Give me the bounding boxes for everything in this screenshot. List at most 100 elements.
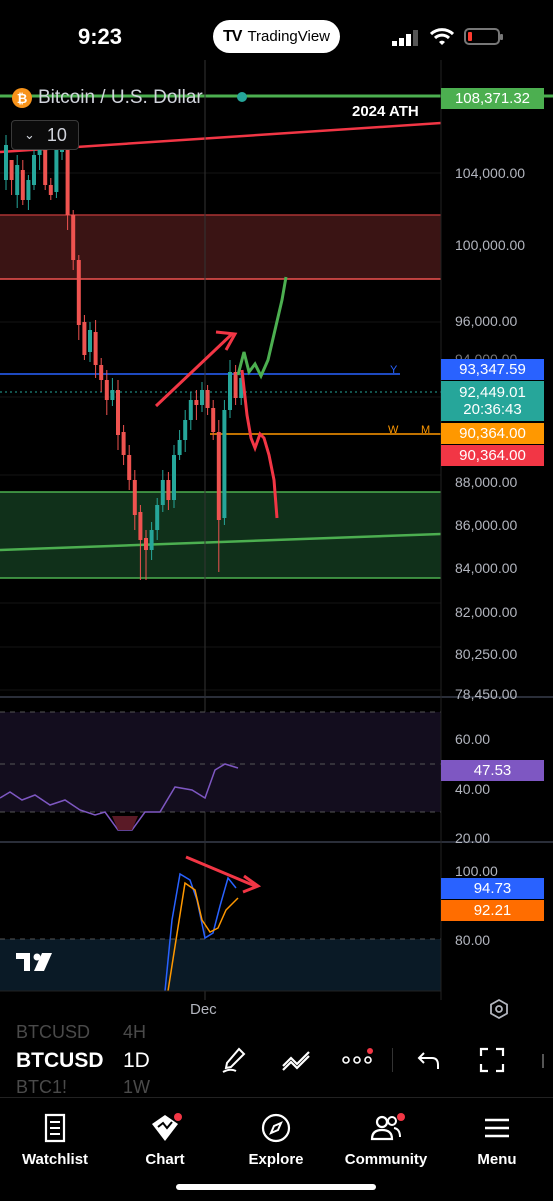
tab-bar: Watchlist Chart Explore Community Menu bbox=[0, 1097, 553, 1201]
fullscreen-icon[interactable] bbox=[476, 1044, 508, 1076]
candle-body bbox=[228, 372, 232, 410]
interval-selector[interactable]: ⌄ 10 bbox=[11, 120, 79, 150]
bearish-path-drawing[interactable] bbox=[240, 369, 279, 519]
candle-body bbox=[188, 400, 193, 420]
tab-menu[interactable]: Menu bbox=[442, 1098, 552, 1168]
rsi-oversold-fill bbox=[112, 816, 138, 830]
axis-tick-1: 104,000.00 bbox=[455, 165, 526, 181]
interval-value: 10 bbox=[46, 124, 67, 145]
symbol-header[interactable]: ₿ Bitcoin / U.S. Dollar bbox=[12, 87, 203, 109]
countdown-value: 20:36:43 bbox=[463, 401, 522, 418]
candle-body bbox=[211, 408, 216, 432]
candle-body bbox=[93, 332, 98, 365]
rsi-band bbox=[0, 712, 441, 812]
toolbar-symbol[interactable]: BTCUSD bbox=[16, 1049, 104, 1072]
candle-body bbox=[121, 432, 126, 455]
date-axis-label: Dec bbox=[190, 1001, 217, 1018]
candle-body bbox=[194, 400, 199, 405]
candle-body bbox=[82, 322, 87, 355]
tab-chart[interactable]: Chart bbox=[110, 1098, 220, 1168]
candle-body bbox=[88, 330, 92, 352]
axis-tick-10: 78,450.00 bbox=[455, 686, 518, 702]
stoch-k-label: 94.73 bbox=[441, 878, 544, 899]
tradingview-pill[interactable]: TV TradingView bbox=[213, 20, 340, 53]
tab-chart-label: Chart bbox=[145, 1151, 185, 1168]
settings-hexagon-icon[interactable] bbox=[488, 998, 510, 1020]
chart-icon bbox=[150, 1111, 182, 1145]
chevron-down-icon: ⌄ bbox=[24, 127, 35, 142]
level-m-price-label: 90,364.00 bbox=[441, 445, 544, 466]
bullish-path-drawing[interactable] bbox=[236, 276, 288, 380]
more-tools-badge bbox=[367, 1048, 373, 1054]
candle-body bbox=[76, 260, 81, 325]
tradingview-logo-icon: TV bbox=[223, 27, 242, 45]
symbol-name: Bitcoin / U.S. Dollar bbox=[38, 87, 203, 108]
candle-body bbox=[166, 480, 171, 500]
candle-body bbox=[26, 180, 31, 200]
ghost-symbol-below: BTC1! bbox=[16, 1077, 68, 1097]
axis-tick-6: 86,000.00 bbox=[455, 517, 518, 533]
candle-body bbox=[15, 165, 20, 195]
trendline-tool-icon[interactable] bbox=[280, 1044, 312, 1076]
ath-annotation[interactable]: 2024 ATH bbox=[352, 103, 419, 120]
candle-body bbox=[43, 140, 48, 185]
status-time: 9:23 bbox=[78, 24, 123, 49]
pen-tool-icon[interactable] bbox=[218, 1044, 250, 1076]
candle-body bbox=[216, 432, 221, 520]
tab-explore-label: Explore bbox=[248, 1151, 304, 1168]
drawn-up-arrow-head bbox=[215, 330, 238, 351]
drawn-stoch-arrow[interactable] bbox=[185, 855, 256, 888]
candle-body bbox=[222, 410, 227, 518]
candle-body bbox=[233, 372, 238, 398]
tab-explore[interactable]: Explore bbox=[221, 1098, 331, 1168]
candle-body bbox=[110, 390, 115, 400]
candle-body bbox=[71, 215, 76, 260]
candle-body bbox=[116, 390, 120, 435]
axis-tick-3: 96,000.00 bbox=[455, 313, 518, 329]
last-price-value: 92,449.01 bbox=[459, 384, 526, 401]
candle-body bbox=[172, 455, 176, 500]
resistance-zone bbox=[0, 215, 441, 279]
toolbar-overflow-hint bbox=[542, 1054, 553, 1068]
candle-body bbox=[65, 140, 70, 215]
candle-body bbox=[32, 155, 36, 185]
stoch-axis-80: 80.00 bbox=[455, 932, 491, 948]
undo-icon[interactable] bbox=[413, 1044, 445, 1076]
rsi-axis-40: 40.00 bbox=[455, 781, 491, 797]
watchlist-icon bbox=[43, 1111, 67, 1145]
bitcoin-icon: ₿ bbox=[12, 88, 32, 108]
candle-body bbox=[20, 170, 25, 200]
drawn-up-arrow[interactable] bbox=[154, 332, 234, 408]
candle-body bbox=[54, 150, 59, 192]
level-y-tag: Y bbox=[390, 364, 398, 376]
tab-watchlist[interactable]: Watchlist bbox=[0, 1098, 110, 1168]
rsi-value-label: 47.53 bbox=[441, 760, 544, 781]
candle-body bbox=[138, 512, 143, 540]
tab-community[interactable]: Community bbox=[331, 1098, 441, 1168]
battery-icon bbox=[464, 28, 503, 45]
home-indicator bbox=[176, 1184, 376, 1190]
tab-menu-label: Menu bbox=[477, 1151, 517, 1168]
ghost-symbol-above: BTCUSD bbox=[16, 1022, 91, 1042]
tab-watchlist-label: Watchlist bbox=[21, 1151, 89, 1168]
candle-body bbox=[200, 390, 204, 405]
toolbar-timeframe[interactable]: 1D bbox=[123, 1049, 150, 1072]
menu-icon bbox=[484, 1111, 510, 1145]
candle-body bbox=[104, 380, 109, 400]
stoch-d-label: 92.21 bbox=[441, 900, 544, 921]
rsi-axis-60: 60.00 bbox=[455, 731, 491, 747]
axis-tick-7: 84,000.00 bbox=[455, 560, 518, 576]
tradingview-watermark-icon bbox=[16, 953, 52, 971]
axis-tick-2: 100,000.00 bbox=[455, 237, 526, 253]
level-m-tag: M bbox=[421, 424, 431, 436]
toolbar-divider bbox=[392, 1048, 393, 1072]
app-pill-label: TradingView bbox=[247, 28, 330, 45]
rsi-axis-20: 20.00 bbox=[455, 830, 491, 846]
candle-body bbox=[9, 160, 14, 180]
more-tools-icon[interactable] bbox=[341, 1044, 373, 1076]
support-trendline[interactable] bbox=[0, 532, 442, 552]
candle-body bbox=[160, 480, 165, 505]
candle-body bbox=[239, 378, 244, 398]
cell-signal-icon bbox=[392, 30, 418, 46]
axis-tick-5: 88,000.00 bbox=[455, 474, 518, 490]
